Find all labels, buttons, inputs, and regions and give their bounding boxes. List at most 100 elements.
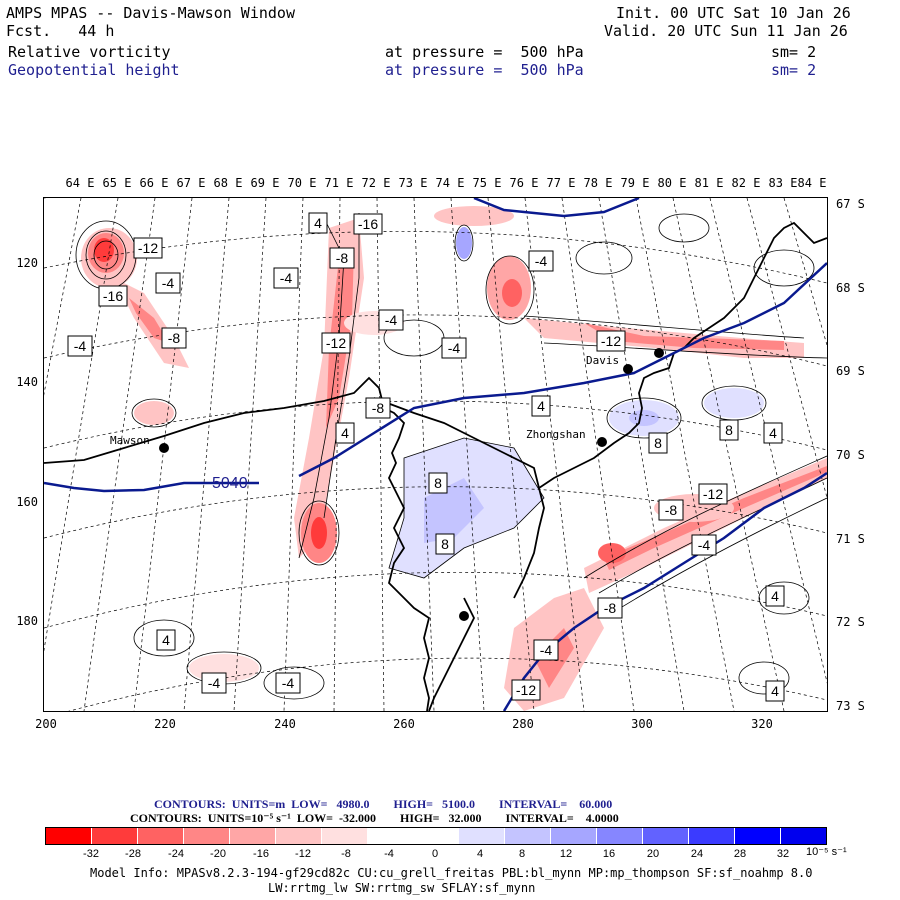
colorbar-swatch [459,828,506,844]
colorbar-swatch [413,828,460,844]
svg-text:-8: -8 [604,600,617,616]
svg-text:-4: -4 [698,537,711,553]
color-bar [45,827,827,845]
svg-text:4: 4 [162,632,170,648]
colorbar-swatch [781,828,826,844]
x-tick-label: 320 [751,717,773,731]
colorbar-swatch [275,828,322,844]
svg-text:-12: -12 [703,486,723,502]
svg-text:-12: -12 [326,335,346,351]
colorbar-swatch [91,828,138,844]
field1-smoothing: sm= 2 [771,43,817,61]
lat-label: 69 S [836,364,865,378]
lon-label: 84 E [797,176,827,190]
field1-level: at pressure = 500 hPa [385,43,584,61]
colorbar-swatch [183,828,230,844]
svg-text:4: 4 [771,588,779,604]
station-name-mawson: Mawson [110,434,150,447]
colorbar-swatch [505,828,552,844]
colorbar-swatch [643,828,690,844]
vort-label: -8 [597,597,623,619]
colorbar-label: 4 [476,848,484,860]
x-tick-label: 220 [154,717,176,731]
vort-label: -12 [133,237,163,259]
colorbar-label: 12 [559,848,573,860]
colorbar-swatch [367,828,414,844]
vorticity-shading-positive [389,227,764,578]
svg-text:-4: -4 [280,270,293,286]
vort-label: 8 [435,533,455,555]
lon-label: 78 E [583,176,613,190]
vort-label: -4 [273,267,299,289]
lon-label: 77 E [546,176,576,190]
colorbar-label: -24 [168,848,184,860]
lon-label: 71 E [324,176,354,190]
lon-label: 64 E [65,176,95,190]
station-name-davis: Davis [586,354,619,367]
vort-label: 4 [763,422,783,444]
svg-text:-4: -4 [535,253,548,269]
lat-label: 72 S [836,615,865,629]
colorbar-label: 20 [646,848,660,860]
height-contour-info: CONTOURS: UNITS=m LOW= 4980.0 HIGH= 5100… [154,797,613,811]
lon-label: 76 E [509,176,539,190]
colorbar-label: -12 [295,848,311,860]
colorbar-label: 16 [602,848,616,860]
lon-label: 79 E [620,176,650,190]
forecast-hour: Fcst. 44 h [6,22,115,40]
y-tick-label: 140 [16,375,38,389]
lon-label: 69 E [250,176,280,190]
lon-label: 65 E [102,176,132,190]
colorbar-swatch [137,828,184,844]
vorticity-contours [75,213,827,700]
vort-label: -4 [691,534,717,556]
lon-label: 74 E [435,176,465,190]
svg-text:-12: -12 [601,333,621,349]
vort-label: -12 [596,330,626,352]
vort-label: -4 [378,309,404,331]
x-tick-label: 260 [393,717,415,731]
svg-text:-4: -4 [162,275,175,291]
vort-label: 8 [428,472,448,494]
model-info-line1: Model Info: MPASv8.2.3-194-gf29cd82c CU:… [90,866,813,880]
colorbar-swatch [46,828,92,844]
vort-label: -4 [533,639,559,661]
field2-name: Geopotential height [8,61,180,79]
colorbar-label: -32 [83,848,99,860]
vort-label: -12 [698,483,728,505]
vorticity-contour-info: CONTOURS: UNITS=10⁻⁵ s⁻¹ LOW= -32.000 HI… [130,811,619,825]
lat-label: 73 S [836,699,865,713]
station-markers [159,348,664,621]
vort-label: -4 [441,337,467,359]
lat-label: 71 S [836,532,865,546]
colorbar-label: -4 [384,848,394,860]
lon-label: 66 E [139,176,169,190]
svg-text:-4: -4 [282,675,295,691]
colorbar-label: 32 [776,848,790,860]
vort-label: 4 [335,422,355,444]
vort-label: 4 [531,395,551,417]
svg-text:-16: -16 [103,288,123,304]
colorbar-swatch [689,828,736,844]
svg-text:4: 4 [769,425,777,441]
colorbar-label: -20 [210,848,226,860]
map-panel[interactable]: -12 -16 -4 -8 4 8 -16 -12 -8 -4 -4 -8 4 … [43,197,828,712]
vort-label: 4 [308,212,328,234]
svg-text:-8: -8 [372,400,385,416]
lon-label: 83 E [768,176,798,190]
graticule [44,198,827,711]
vort-label: -4 [201,672,227,694]
vort-label: -4 [275,672,301,694]
svg-text:4: 4 [341,425,349,441]
station-names: Mawson Davis Zhongshan [110,354,619,447]
vort-label: -8 [365,397,391,419]
field2-level: at pressure = 500 hPa [385,61,584,79]
lon-label: 75 E [472,176,502,190]
vort-label: 8 [719,419,739,441]
lon-label: 67 E [176,176,206,190]
svg-text:-12: -12 [138,240,158,256]
svg-text:8: 8 [434,475,442,491]
lon-label: 70 E [287,176,317,190]
colorbar-swatch [551,828,598,844]
svg-text:-4: -4 [448,340,461,356]
